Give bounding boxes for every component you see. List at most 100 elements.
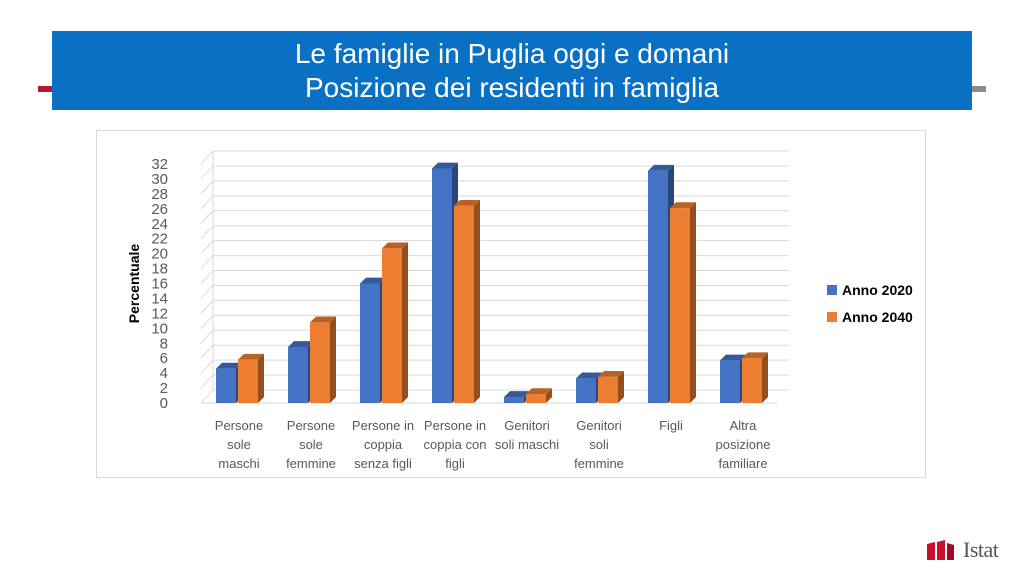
bar — [720, 360, 740, 403]
x-tick-label: posizione — [716, 437, 771, 452]
gridline-connector — [200, 210, 214, 225]
gridline-connector — [200, 300, 214, 314]
x-tick-label: coppia con — [424, 437, 487, 452]
y-tick-label: 32 — [151, 156, 168, 173]
slide-title: Le famiglie in Puglia oggi e domani — [294, 37, 730, 69]
gridline-connector — [200, 225, 214, 240]
gridline-connector — [200, 329, 214, 344]
gridline-connector — [200, 150, 214, 165]
x-tick-label: femmine — [574, 456, 624, 471]
bar — [216, 368, 236, 403]
y-tick-label: 18 — [151, 261, 168, 278]
y-tick-label: 6 — [160, 350, 168, 367]
bar — [576, 378, 596, 403]
bar-top — [360, 277, 386, 284]
bar-side — [258, 353, 264, 403]
x-tick-label: Persone — [287, 418, 335, 433]
y-tick-label: 20 — [151, 246, 168, 263]
bar-top — [598, 371, 624, 377]
istat-logo: Istat — [926, 537, 999, 563]
bar-top — [648, 164, 674, 171]
gridline-connector — [200, 165, 214, 180]
x-tick-label: maschi — [218, 456, 259, 471]
x-tick-label: familiare — [718, 456, 767, 471]
x-tick-label: femmine — [286, 456, 336, 471]
y-tick-label: 2 — [160, 380, 168, 397]
accent-rule-right — [972, 86, 986, 92]
bar-top — [670, 202, 696, 209]
y-tick-label: 4 — [160, 365, 168, 382]
bar — [526, 394, 546, 403]
bar-side — [330, 316, 336, 403]
legend-swatch — [827, 312, 837, 322]
bar-side — [618, 371, 624, 403]
bar-side — [762, 352, 768, 403]
bar-top — [504, 391, 530, 398]
bar — [238, 359, 258, 403]
bar-top — [742, 352, 768, 359]
chart-frame: 0 2 4 6 8 10 12 14 16 18 20 22 24 26 28 30 32 Percentuale… — [96, 130, 926, 478]
bar — [504, 397, 524, 403]
bar-top — [576, 372, 602, 379]
bar — [670, 208, 690, 403]
x-tick-label: Persone in — [352, 418, 414, 433]
bar-chart: 02468101214161820222426283032Percentuale… — [126, 150, 913, 471]
slide-subtitle: Posizione dei residenti in famiglia — [305, 71, 719, 103]
bar-top — [288, 341, 314, 347]
y-tick-label: 16 — [151, 276, 168, 293]
bar — [742, 358, 762, 403]
x-tick-label: coppia — [364, 437, 403, 452]
bar — [598, 376, 618, 403]
gridline-connector — [200, 285, 214, 299]
bar-top — [238, 353, 264, 360]
x-tick-label: sole — [299, 437, 323, 452]
bar-side — [474, 199, 480, 403]
bar-top — [310, 316, 336, 323]
bar — [360, 283, 380, 403]
y-tick-label: 28 — [151, 186, 168, 203]
x-tick-label: Figli — [659, 418, 683, 433]
bar-top — [454, 199, 480, 206]
gridline-connector — [200, 389, 214, 404]
x-tick-label: Persone — [215, 418, 263, 433]
y-axis-title: Percentuale — [126, 244, 142, 324]
y-tick-label: 10 — [151, 320, 168, 337]
slide-title-banner: Le famiglie in Puglia oggi e domani Posi… — [52, 31, 972, 110]
bar — [288, 346, 308, 403]
bar-top — [382, 242, 408, 249]
bar-top — [526, 388, 552, 395]
y-tick-label: 8 — [160, 335, 168, 352]
x-tick-label: Persone in — [424, 418, 486, 433]
bar — [454, 205, 474, 403]
gridline-connector — [200, 255, 214, 269]
legend-label: Anno 2020 — [842, 282, 913, 298]
y-tick-label: 24 — [151, 216, 168, 233]
y-tick-label: 26 — [151, 201, 168, 218]
bar-top — [720, 354, 746, 361]
x-tick-label: Altra — [730, 418, 758, 433]
gridline-connector — [200, 195, 214, 210]
x-tick-label: sole — [227, 437, 251, 452]
bar — [648, 170, 668, 403]
gridline-connector — [200, 240, 214, 254]
bar-top — [432, 162, 458, 169]
bar-top — [216, 362, 242, 369]
gridline-connector — [200, 359, 214, 374]
bar — [432, 168, 452, 403]
y-tick-label: 0 — [160, 395, 168, 412]
y-tick-label: 12 — [151, 305, 168, 322]
bar-side — [546, 388, 552, 403]
y-tick-label: 30 — [151, 171, 168, 188]
istat-logo-mark-icon — [927, 540, 954, 560]
gridline-connector — [200, 180, 214, 195]
y-tick-label: 14 — [151, 290, 168, 307]
bar — [310, 322, 330, 403]
x-tick-label: soli maschi — [495, 437, 559, 452]
gridline-connector — [200, 374, 214, 389]
accent-rule-left — [38, 86, 52, 92]
x-tick-label: Genitori — [504, 418, 550, 433]
gridline-connector — [200, 270, 214, 284]
x-tick-label: soli — [589, 437, 609, 452]
y-tick-label: 22 — [151, 231, 168, 248]
x-tick-label: figli — [445, 456, 465, 471]
